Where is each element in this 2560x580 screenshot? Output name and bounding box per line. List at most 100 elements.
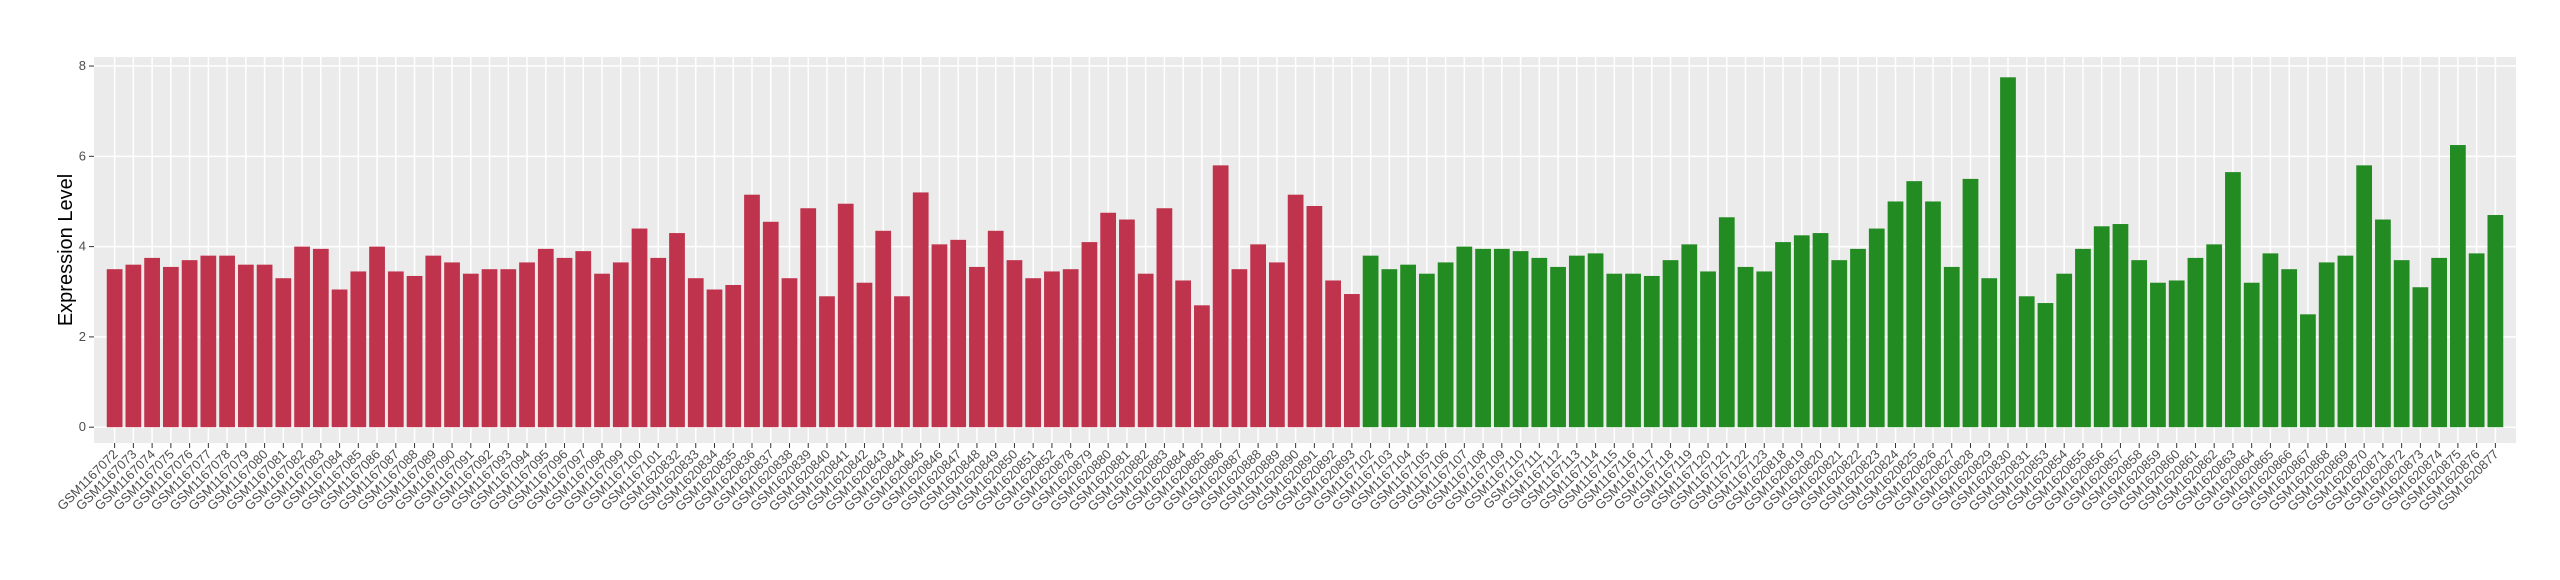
bar (1812, 233, 1829, 428)
bar (1793, 235, 1810, 428)
bar (1681, 244, 1698, 428)
bar (987, 230, 1004, 428)
bar (1400, 264, 1416, 428)
bar (2356, 165, 2373, 428)
bar (162, 266, 179, 428)
y-tick-label: 6 (79, 148, 86, 163)
bar (1887, 201, 1904, 428)
bar (2225, 172, 2241, 428)
bar (1550, 266, 1566, 428)
bar (312, 248, 329, 428)
bar (744, 194, 760, 428)
bar (1100, 212, 1117, 428)
bar (631, 228, 648, 428)
bar (1119, 219, 1135, 428)
bar (2168, 280, 2185, 428)
bar (2450, 145, 2466, 428)
bar (781, 278, 798, 428)
y-tick-label: 4 (79, 239, 86, 254)
bar (181, 260, 198, 428)
bar (2300, 314, 2316, 428)
bar (1081, 242, 1098, 428)
bar (1250, 244, 1267, 428)
bar (1343, 294, 1360, 428)
bar (2431, 257, 2448, 428)
bar (237, 264, 254, 428)
bar (1137, 273, 1154, 428)
bar (875, 230, 892, 428)
bar (706, 289, 723, 428)
bar (1044, 271, 1060, 428)
bar (2468, 253, 2485, 428)
bar (1418, 273, 1435, 428)
bar (2131, 260, 2148, 428)
bar (294, 246, 310, 428)
bar (219, 255, 235, 428)
bar (2337, 255, 2354, 428)
bar (2487, 215, 2504, 428)
bar (2112, 224, 2129, 428)
bar (1775, 242, 1791, 428)
bar (1906, 181, 1923, 428)
bar (594, 273, 610, 428)
bar (200, 255, 217, 428)
bar (1062, 269, 1079, 428)
bar (1981, 278, 1998, 428)
bar (931, 244, 948, 428)
bar (1943, 266, 1960, 428)
bar (1475, 248, 1491, 428)
bar (612, 262, 629, 428)
bar (1831, 260, 1848, 428)
bar (950, 239, 967, 428)
bar (1606, 273, 1623, 428)
bar (894, 296, 910, 428)
bar (762, 221, 779, 428)
bar (350, 271, 367, 428)
bar (1568, 255, 1585, 428)
bar (387, 271, 404, 428)
bar (519, 262, 535, 428)
bar (106, 269, 123, 428)
bar (500, 269, 517, 428)
bar (1231, 269, 1248, 428)
bar (1306, 205, 1323, 428)
bar (1587, 253, 1604, 428)
bar (2056, 273, 2073, 428)
bar (1212, 165, 1229, 428)
bar (725, 284, 742, 428)
bar (669, 233, 685, 428)
bar (2412, 287, 2429, 428)
bar (1625, 273, 1641, 428)
bar (1362, 255, 1379, 428)
bar (1325, 280, 1341, 428)
bar (275, 278, 292, 428)
y-tick-label: 2 (79, 329, 86, 344)
y-tick-label: 8 (79, 58, 86, 73)
bar (2393, 260, 2410, 428)
bar (2187, 257, 2204, 428)
bar (1381, 269, 1398, 428)
bar (800, 208, 817, 428)
bar (144, 257, 160, 428)
bar (537, 248, 554, 428)
bar (2075, 248, 2091, 428)
bar (1437, 262, 1454, 428)
bar (1737, 266, 1754, 428)
bar (1662, 260, 1679, 428)
bar (1531, 257, 1548, 428)
bar (2206, 244, 2223, 428)
bar (425, 255, 442, 428)
bar (2000, 77, 2016, 428)
bar (650, 257, 667, 428)
bar (1006, 260, 1023, 428)
y-tick-label: 0 (79, 419, 86, 434)
bar (1868, 228, 1885, 428)
bar (1269, 262, 1285, 428)
bar (912, 192, 929, 428)
bar (969, 266, 985, 428)
bar (556, 257, 573, 428)
bar (256, 264, 273, 428)
bar (856, 282, 873, 428)
bar (2037, 303, 2054, 428)
